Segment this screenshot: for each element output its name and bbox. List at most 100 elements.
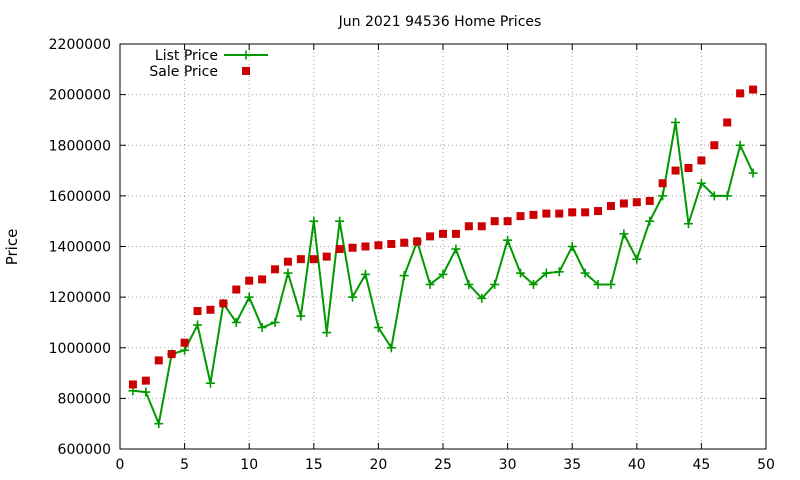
sale-price-point bbox=[490, 217, 499, 226]
list-price-point bbox=[683, 219, 693, 229]
sale-price-point bbox=[296, 255, 305, 264]
legend-plus-marker bbox=[241, 50, 251, 60]
list-price-point bbox=[373, 323, 383, 332]
series bbox=[128, 85, 758, 429]
list-price-point bbox=[503, 235, 513, 245]
list-price-point bbox=[335, 216, 345, 226]
list-price-point bbox=[386, 343, 396, 353]
sale-price-point bbox=[232, 285, 241, 294]
sale-price-point bbox=[516, 212, 525, 221]
sale-price-point bbox=[477, 222, 486, 231]
list-price-point bbox=[451, 244, 461, 254]
sale-price-point bbox=[619, 199, 628, 208]
y-tick-label: 1600000 bbox=[49, 189, 111, 205]
list-price-point bbox=[205, 378, 215, 388]
sale-price-point bbox=[542, 209, 551, 218]
list-price-point bbox=[658, 191, 668, 201]
list-price-point bbox=[735, 140, 745, 150]
list-price-point bbox=[296, 311, 306, 321]
y-tick-label: 1200000 bbox=[49, 290, 111, 306]
chart-title: Jun 2021 94536 Home Prices bbox=[338, 14, 542, 30]
list-price-point bbox=[154, 419, 164, 429]
list-price-point bbox=[257, 323, 267, 332]
sale-price-point bbox=[581, 208, 590, 217]
list-price-point bbox=[722, 191, 732, 201]
list-price-point bbox=[270, 317, 280, 327]
list-price-point bbox=[593, 279, 603, 289]
sale-price-point bbox=[141, 376, 150, 385]
list-price-point bbox=[348, 292, 358, 302]
sale-price-point bbox=[128, 380, 137, 389]
legend-item-sale-price: Sale Price bbox=[149, 64, 250, 80]
sale-price-point bbox=[245, 276, 254, 285]
y-axis-title: Price bbox=[3, 229, 21, 266]
list-price-point bbox=[360, 269, 370, 279]
x-tick-label: 45 bbox=[692, 457, 710, 473]
y-tick-label: 1400000 bbox=[49, 240, 111, 256]
sale-price-point bbox=[154, 356, 163, 365]
grid bbox=[120, 44, 766, 449]
list-price-point bbox=[244, 292, 254, 302]
list-price-point bbox=[322, 328, 332, 338]
sale-price-point bbox=[749, 85, 758, 94]
sale-price-point bbox=[271, 265, 280, 274]
sale-price-point bbox=[645, 196, 654, 205]
x-tick-label: 40 bbox=[628, 457, 646, 473]
sale-price-point bbox=[193, 307, 202, 316]
list-price-point bbox=[528, 279, 538, 289]
list-price-point bbox=[606, 279, 616, 289]
list-price-point bbox=[231, 317, 241, 327]
sale-price-point bbox=[413, 237, 422, 246]
sale-price-point bbox=[167, 350, 176, 359]
sale-price-point bbox=[632, 198, 641, 207]
list-price-point bbox=[632, 254, 642, 264]
sale-price-point bbox=[361, 242, 370, 251]
x-tick-label: 30 bbox=[499, 457, 517, 473]
legend-item-list-price: List Price bbox=[155, 48, 268, 64]
legend-label: Sale Price bbox=[149, 64, 218, 80]
sale-price-point bbox=[464, 222, 473, 231]
sale-price-point bbox=[710, 141, 719, 150]
sale-price-point bbox=[335, 245, 344, 254]
sale-price-point bbox=[439, 229, 447, 238]
list-price-point bbox=[490, 279, 500, 289]
sale-price-point bbox=[697, 156, 706, 165]
x-tick-label: 0 bbox=[116, 457, 125, 473]
x-tick-label: 20 bbox=[369, 457, 387, 473]
list-price-point bbox=[425, 279, 435, 289]
y-tick-label: 2000000 bbox=[49, 88, 111, 104]
y-tick-label: 2200000 bbox=[49, 37, 111, 53]
x-tick-label: 5 bbox=[180, 457, 189, 473]
sale-price-point bbox=[723, 118, 732, 127]
sale-price-point bbox=[658, 179, 667, 188]
sale-price-point bbox=[529, 210, 538, 219]
x-tick-label: 50 bbox=[757, 457, 775, 473]
list-price-point bbox=[580, 268, 590, 278]
list-price-point bbox=[554, 267, 564, 277]
sale-price-point bbox=[309, 255, 318, 264]
sale-price-point bbox=[180, 338, 189, 347]
list-price-point bbox=[696, 178, 706, 188]
axes: 600000 800000 1000000 1200000 1400000 1600000… bbox=[49, 37, 775, 473]
list-price-point bbox=[709, 191, 719, 201]
list-price-point bbox=[671, 117, 681, 127]
sale-price-point bbox=[283, 257, 292, 266]
list-price-point bbox=[748, 168, 758, 178]
list-price-point bbox=[283, 268, 293, 278]
sale-price-point bbox=[400, 238, 409, 247]
sale-price-point bbox=[606, 202, 615, 210]
list-price-point bbox=[193, 320, 203, 330]
list-price-point bbox=[180, 345, 190, 355]
list-price-point bbox=[541, 268, 551, 278]
list-price-point bbox=[567, 242, 577, 251]
x-tick-label: 10 bbox=[240, 457, 258, 473]
sale-price-point bbox=[426, 232, 435, 241]
sale-price-point bbox=[219, 299, 228, 308]
sale-price-point bbox=[206, 305, 215, 314]
sale-price-point bbox=[322, 252, 331, 261]
y-tick-label: 600000 bbox=[58, 442, 111, 458]
sale-price-point bbox=[736, 89, 745, 98]
sale-price-point bbox=[684, 164, 693, 173]
